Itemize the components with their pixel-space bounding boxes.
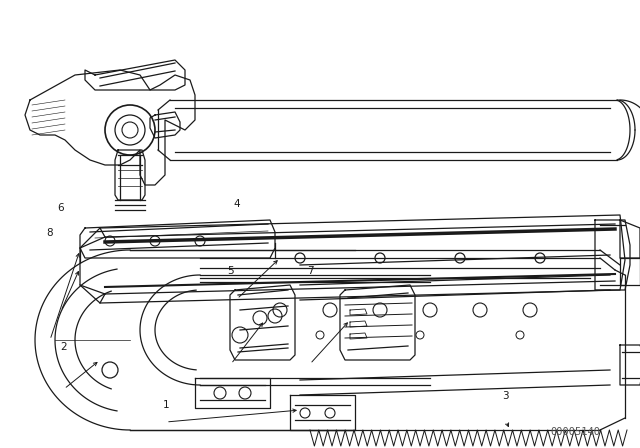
Text: 4: 4 — [234, 199, 240, 209]
Text: 5: 5 — [227, 266, 234, 276]
Text: 7: 7 — [307, 266, 314, 276]
Text: 2: 2 — [61, 342, 67, 352]
Text: 8: 8 — [47, 228, 53, 238]
Text: 6: 6 — [58, 203, 64, 213]
Text: 3: 3 — [502, 392, 509, 401]
Text: 00005140: 00005140 — [550, 427, 600, 437]
Text: 1: 1 — [163, 401, 170, 410]
